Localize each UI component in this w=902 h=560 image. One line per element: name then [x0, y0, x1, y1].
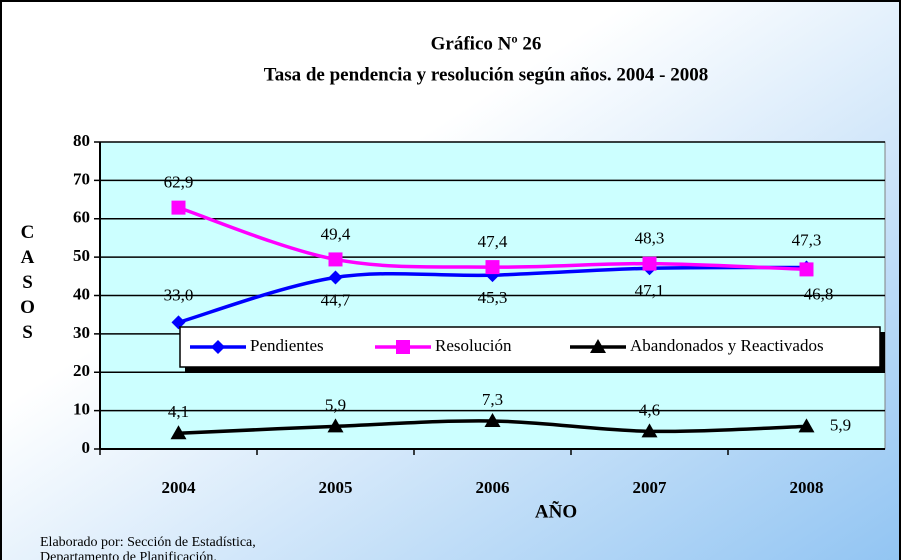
x-tick-label: 2005	[319, 478, 353, 497]
marker	[170, 425, 187, 440]
data-label: 44,7	[321, 290, 351, 309]
x-tick-label: 2004	[162, 478, 197, 497]
marker	[641, 423, 658, 438]
marker	[328, 270, 343, 285]
y-axis-label: CASOS	[17, 222, 38, 347]
marker	[642, 256, 657, 271]
marker	[211, 340, 225, 354]
chart-title: Gráfico Nº 26	[431, 33, 542, 54]
y-tick-label: 70	[73, 169, 90, 188]
marker	[484, 412, 501, 427]
data-label: 47,4	[478, 232, 508, 251]
data-label: 7,3	[482, 390, 503, 409]
marker	[799, 262, 814, 277]
marker	[590, 339, 606, 353]
footnote: Elaborado por: Sección de Estadística,	[40, 535, 256, 550]
data-label: 46,8	[804, 284, 834, 303]
y-tick-label: 80	[73, 131, 90, 150]
data-label: 45,3	[478, 288, 508, 307]
x-tick-label: 2006	[476, 478, 510, 497]
y-tick-label: 50	[73, 246, 90, 265]
marker	[328, 252, 343, 267]
x-tick-label: 2008	[790, 478, 824, 497]
legend	[179, 326, 881, 368]
y-tick-label: 30	[73, 323, 90, 342]
marker	[171, 315, 186, 330]
marker	[396, 340, 410, 354]
data-label: 62,9	[164, 173, 194, 192]
data-label: 48,3	[635, 229, 665, 248]
chart-subtitle: Tasa de pendencia y resolución según año…	[264, 64, 708, 85]
marker	[485, 260, 500, 275]
data-label: 49,4	[321, 224, 351, 243]
marker	[171, 200, 186, 215]
legend-label: Abandonados y Reactivados	[630, 336, 824, 355]
y-tick-label: 60	[73, 208, 90, 227]
data-label: 47,3	[792, 230, 822, 249]
legend-label: Pendientes	[250, 336, 324, 355]
y-tick-label: 40	[73, 284, 90, 303]
legend-label: Resolución	[435, 336, 512, 355]
y-tick-label: 10	[73, 400, 90, 419]
marker	[327, 418, 344, 433]
footnote: Departamento de Planificación.	[40, 550, 217, 560]
data-label: 5,9	[830, 415, 851, 434]
x-axis-label: AÑO	[535, 500, 577, 522]
x-tick-label: 2007	[633, 478, 668, 497]
y-tick-label: 20	[73, 361, 90, 380]
data-label: 4,6	[639, 400, 660, 419]
data-label: 5,9	[325, 395, 346, 414]
data-label: 4,1	[168, 402, 189, 421]
marker	[798, 418, 815, 433]
data-label: 47,1	[635, 281, 665, 300]
data-label: 33,0	[164, 285, 194, 304]
y-tick-label: 0	[82, 438, 91, 457]
